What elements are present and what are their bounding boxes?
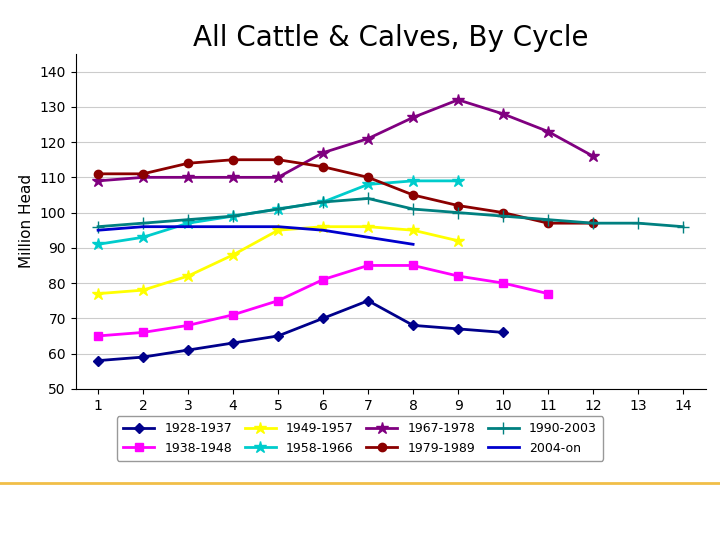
1949-1957 bbox=[229, 252, 238, 258]
2004-on bbox=[319, 227, 328, 233]
Title: All Cattle & Calves, By Cycle: All Cattle & Calves, By Cycle bbox=[193, 24, 588, 52]
1938-1948 bbox=[409, 262, 418, 269]
Line: 1949-1957: 1949-1957 bbox=[92, 220, 464, 300]
1928-1937 bbox=[454, 326, 462, 332]
Text: Iowa State University: Iowa State University bbox=[9, 494, 207, 510]
1938-1948 bbox=[274, 298, 282, 304]
1979-1989 bbox=[589, 220, 598, 226]
1938-1948 bbox=[364, 262, 372, 269]
1990-2003 bbox=[184, 217, 192, 223]
2004-on bbox=[229, 224, 238, 230]
1990-2003 bbox=[139, 220, 148, 226]
1928-1937 bbox=[499, 329, 508, 336]
1928-1937 bbox=[364, 298, 372, 304]
1967-1978 bbox=[139, 174, 148, 180]
Line: 1979-1989: 1979-1989 bbox=[94, 156, 598, 227]
1979-1989 bbox=[454, 202, 462, 209]
1979-1989 bbox=[364, 174, 372, 180]
1979-1989 bbox=[139, 171, 148, 177]
1949-1957 bbox=[319, 224, 328, 230]
2004-on bbox=[139, 224, 148, 230]
1928-1937 bbox=[139, 354, 148, 360]
1958-1966 bbox=[274, 206, 282, 212]
1967-1978 bbox=[274, 174, 282, 180]
2004-on bbox=[274, 224, 282, 230]
1990-2003 bbox=[454, 210, 462, 216]
1949-1957 bbox=[94, 291, 102, 297]
1979-1989 bbox=[499, 210, 508, 216]
Line: 1967-1978: 1967-1978 bbox=[92, 93, 599, 187]
1938-1948 bbox=[544, 291, 552, 297]
Line: 1938-1948: 1938-1948 bbox=[94, 261, 552, 340]
1967-1978 bbox=[454, 97, 462, 103]
1928-1937 bbox=[94, 357, 102, 364]
1928-1937 bbox=[229, 340, 238, 346]
Line: 2004-on: 2004-on bbox=[98, 227, 413, 244]
1990-2003 bbox=[364, 195, 372, 202]
1958-1966 bbox=[409, 178, 418, 184]
1938-1948 bbox=[319, 276, 328, 283]
1938-1948 bbox=[454, 273, 462, 279]
1958-1966 bbox=[229, 213, 238, 219]
Text: Econ 337, Spring 2012: Econ 337, Spring 2012 bbox=[9, 523, 135, 532]
1967-1978 bbox=[544, 129, 552, 135]
1979-1989 bbox=[229, 157, 238, 163]
1958-1966 bbox=[364, 181, 372, 187]
1979-1989 bbox=[94, 171, 102, 177]
1967-1978 bbox=[184, 174, 192, 180]
Line: 1958-1966: 1958-1966 bbox=[92, 174, 464, 251]
1967-1978 bbox=[364, 136, 372, 142]
1958-1966 bbox=[139, 234, 148, 240]
1938-1948 bbox=[229, 312, 238, 318]
1928-1937 bbox=[319, 315, 328, 321]
1967-1978 bbox=[229, 174, 238, 180]
2004-on bbox=[184, 224, 192, 230]
1928-1937 bbox=[274, 333, 282, 339]
1990-2003 bbox=[679, 224, 688, 230]
1979-1989 bbox=[544, 220, 552, 226]
1990-2003 bbox=[319, 199, 328, 205]
1958-1966 bbox=[319, 199, 328, 205]
Line: 1928-1937: 1928-1937 bbox=[94, 297, 507, 364]
1990-2003 bbox=[409, 206, 418, 212]
1990-2003 bbox=[589, 220, 598, 226]
X-axis label: Year of Cycle: Year of Cycle bbox=[341, 418, 440, 433]
1990-2003 bbox=[634, 220, 642, 226]
2004-on bbox=[94, 227, 102, 233]
1990-2003 bbox=[544, 217, 552, 223]
1967-1978 bbox=[499, 111, 508, 117]
1990-2003 bbox=[229, 213, 238, 219]
Y-axis label: Million Head: Million Head bbox=[19, 174, 34, 268]
Legend: 1928-1937, 1938-1948, 1949-1957, 1958-1966, 1967-1978, 1979-1989, 1990-2003, 200: 1928-1937, 1938-1948, 1949-1957, 1958-19… bbox=[117, 416, 603, 461]
1979-1989 bbox=[319, 164, 328, 170]
1967-1978 bbox=[319, 150, 328, 156]
1949-1957 bbox=[454, 238, 462, 244]
1949-1957 bbox=[409, 227, 418, 233]
1967-1978 bbox=[589, 153, 598, 159]
1979-1989 bbox=[409, 192, 418, 198]
Line: 1990-2003: 1990-2003 bbox=[93, 193, 688, 232]
1928-1937 bbox=[184, 347, 192, 353]
1928-1937 bbox=[409, 322, 418, 329]
2004-on bbox=[409, 241, 418, 247]
1938-1948 bbox=[499, 280, 508, 286]
1990-2003 bbox=[94, 224, 102, 230]
1949-1957 bbox=[184, 273, 192, 279]
1949-1957 bbox=[364, 224, 372, 230]
1958-1966 bbox=[94, 241, 102, 247]
1938-1948 bbox=[184, 322, 192, 329]
1949-1957 bbox=[139, 287, 148, 293]
1967-1978 bbox=[94, 178, 102, 184]
1938-1948 bbox=[94, 333, 102, 339]
1938-1948 bbox=[139, 329, 148, 336]
1990-2003 bbox=[499, 213, 508, 219]
1979-1989 bbox=[274, 157, 282, 163]
1949-1957 bbox=[274, 227, 282, 233]
2004-on bbox=[364, 234, 372, 240]
1958-1966 bbox=[184, 220, 192, 226]
1967-1978 bbox=[409, 114, 418, 120]
1958-1966 bbox=[454, 178, 462, 184]
1990-2003 bbox=[274, 206, 282, 212]
1979-1989 bbox=[184, 160, 192, 166]
